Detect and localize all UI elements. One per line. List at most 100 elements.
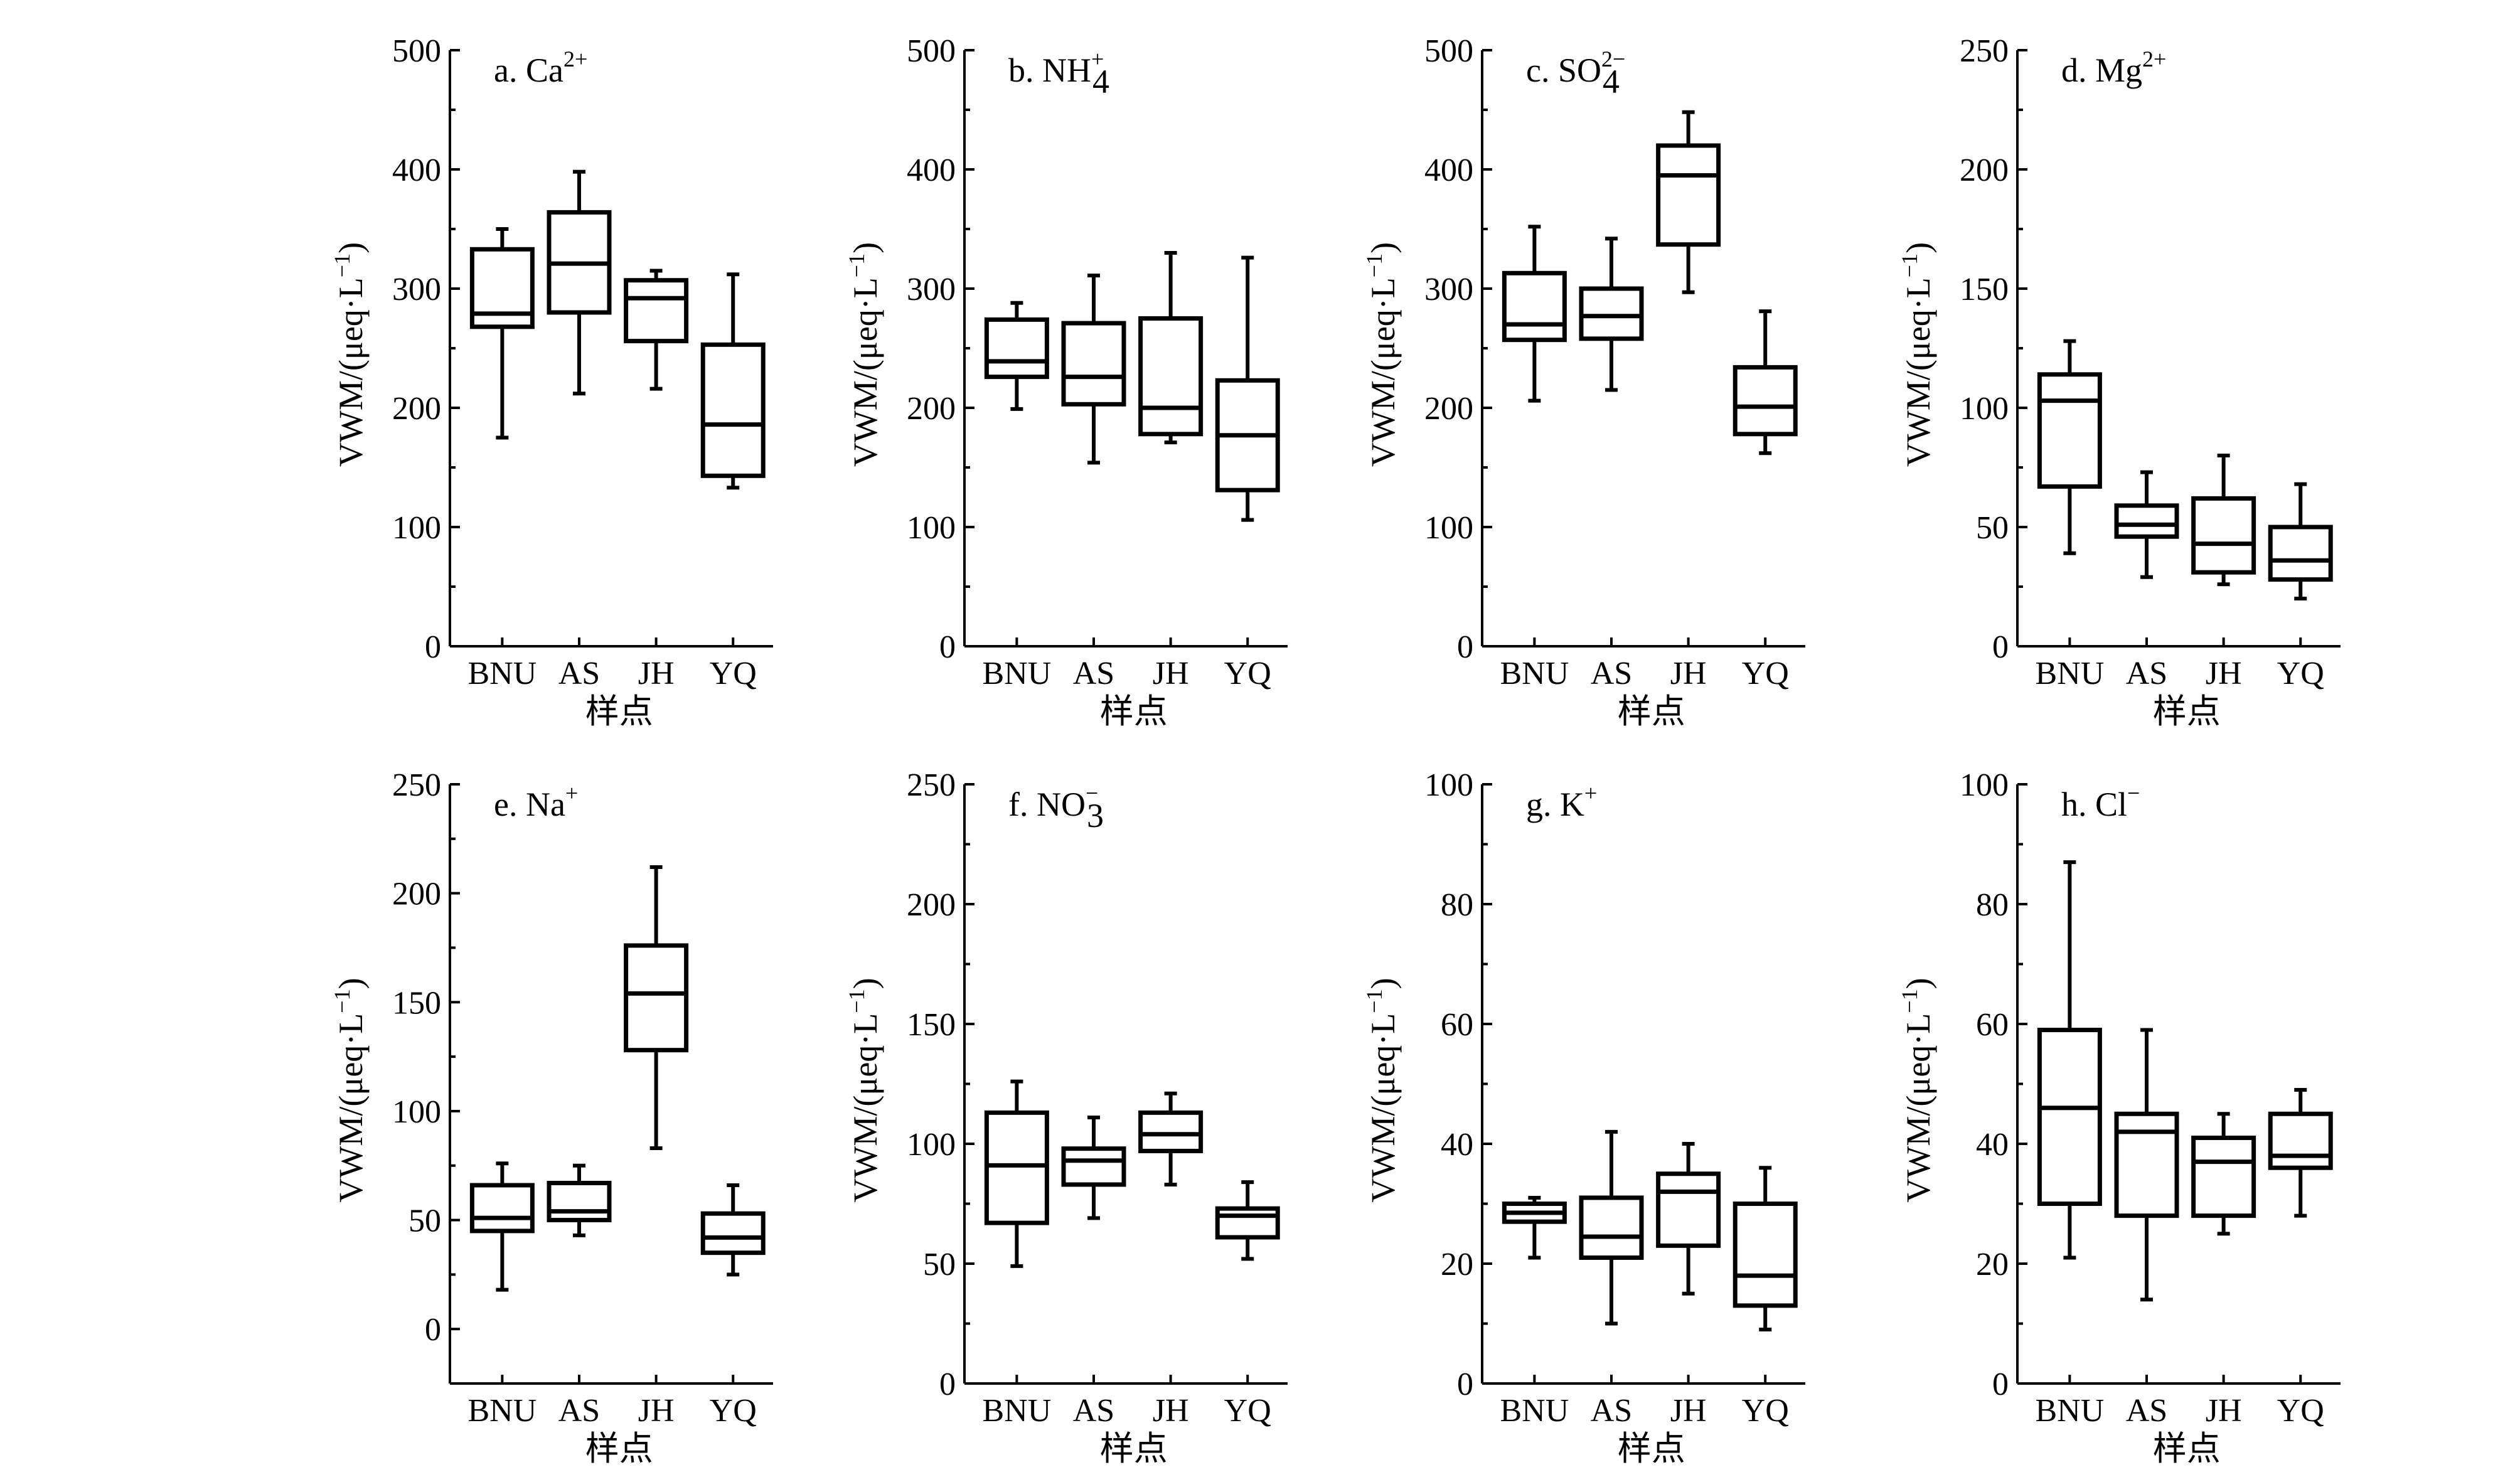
x-tick-label: YQ: [2277, 656, 2324, 691]
x-tick-label: BNU: [467, 656, 537, 691]
y-tick-label: 0: [425, 1312, 441, 1348]
y-tick-label: 0: [939, 629, 956, 665]
y-tick-label: 150: [392, 985, 441, 1021]
box-YQ: [700, 1183, 766, 1277]
y-tick-label: 300: [392, 272, 441, 307]
y-tick-label: 200: [392, 877, 441, 912]
y-tick-label: 50: [1976, 510, 2009, 546]
box-JH: [1138, 1091, 1204, 1186]
y-tick-label: 300: [907, 272, 956, 307]
x-tick-label: BNU: [2035, 1393, 2104, 1429]
iqr-box: [2037, 372, 2102, 489]
box-JH: [2191, 1112, 2256, 1236]
iqr-box: [984, 1110, 1049, 1225]
iqr-box: [1656, 143, 1721, 247]
x-tick-label: AS: [1591, 656, 1632, 691]
panel-title: b. NH+: [1008, 46, 1104, 89]
box-AS: [547, 1163, 612, 1237]
iqr-box: [1061, 1146, 1126, 1187]
x-tick-label: AS: [558, 1393, 600, 1429]
x-tick-label: JH: [1153, 1393, 1189, 1429]
y-tick-label: 80: [1976, 887, 2009, 923]
iqr-box: [2191, 496, 2256, 575]
x-axis-title: 样点: [2153, 691, 2221, 731]
y-tick-label: 100: [392, 510, 441, 546]
y-axis-title: VWM/(μeq·L−1): [329, 242, 370, 467]
y-axis-title: VWM/(μeq·L−1): [844, 978, 884, 1202]
y-tick-label: 50: [923, 1247, 956, 1282]
x-axis-title: 样点: [2153, 1429, 2221, 1468]
x-axis-title: 样点: [1100, 1429, 1168, 1468]
panel-title-subscript: 3: [1087, 797, 1104, 834]
x-tick-label: BNU: [2035, 656, 2104, 691]
y-tick-label: 60: [1441, 1007, 1473, 1043]
panel-d: 0 50 100 150 200 250 BNU AS JH YQ 样点 VWM/(μeq·L−1) d…: [1897, 33, 2341, 731]
y-axis-title: VWM/(μeq·L−1): [1897, 242, 1937, 467]
y-tick-label: 0: [939, 1367, 956, 1402]
box-JH: [624, 865, 689, 1150]
y-tick-label: 50: [408, 1203, 441, 1239]
x-tick-label: BNU: [1500, 656, 1569, 691]
box-AS: [547, 169, 612, 396]
y-axis-title: VWM/(μeq·L−1): [1897, 978, 1937, 1202]
box-YQ: [1732, 1166, 1798, 1332]
x-tick-label: BNU: [982, 656, 1051, 691]
y-tick-label: 0: [1992, 629, 2009, 665]
y-tick-label: 500: [1424, 33, 1473, 69]
box-AS: [1579, 1129, 1644, 1326]
iqr-box: [624, 943, 689, 1053]
y-tick-label: 100: [392, 1094, 441, 1130]
iqr-box: [2037, 1028, 2102, 1207]
y-tick-label: 0: [1992, 1367, 2009, 1402]
y-axis-title: VWM/(μeq·L−1): [329, 978, 370, 1202]
y-tick-label: 100: [1424, 510, 1473, 546]
x-tick-label: YQ: [1742, 1393, 1789, 1429]
y-tick-label: 100: [1424, 767, 1473, 803]
x-tick-label: AS: [1591, 1393, 1632, 1429]
panel-title-subscript: 4: [1092, 63, 1109, 100]
iqr-box: [469, 1183, 535, 1234]
box-YQ: [1215, 1180, 1280, 1261]
y-axis-title: VWM/(μeq·L−1): [844, 242, 884, 467]
y-tick-label: 20: [1976, 1247, 2009, 1282]
x-tick-label: JH: [1670, 656, 1707, 691]
y-tick-label: 60: [1976, 1007, 2009, 1043]
box-AS: [2114, 1028, 2179, 1302]
iqr-box: [2268, 525, 2333, 582]
y-tick-label: 500: [907, 33, 956, 69]
panel-h: 0 20 40 60 80 100 BNU AS JH YQ 样点 VWM/(μeq·L−1) h. C…: [1897, 767, 2341, 1468]
box-BNU: [984, 301, 1049, 411]
iqr-box: [984, 317, 1049, 380]
y-tick-label: 100: [907, 1127, 956, 1163]
y-tick-label: 150: [907, 1007, 956, 1043]
iqr-box: [1215, 1206, 1280, 1240]
x-tick-label: BNU: [467, 1393, 537, 1429]
box-JH: [1656, 110, 1721, 294]
x-tick-label: AS: [1073, 656, 1114, 691]
y-tick-label: 400: [907, 152, 956, 188]
box-YQ: [700, 272, 766, 490]
y-tick-label: 40: [1441, 1127, 1473, 1163]
iqr-box: [700, 1211, 766, 1255]
x-tick-label: YQ: [710, 656, 757, 691]
box-BNU: [469, 227, 535, 440]
iqr-box: [1138, 1110, 1204, 1153]
x-axis-title: 样点: [585, 691, 653, 731]
box-YQ: [2268, 1088, 2333, 1218]
panel-title: f. NO−: [1008, 781, 1098, 823]
iqr-box: [1579, 286, 1644, 341]
box-YQ: [2268, 482, 2333, 600]
y-tick-label: 0: [1457, 1367, 1473, 1402]
panel-a: 0 100 200 300 400 500 BNU AS JH YQ 样点 VWM/(μeq·L−1)…: [329, 33, 773, 731]
x-tick-label: JH: [1670, 1393, 1707, 1429]
iqr-box: [1732, 1202, 1798, 1308]
x-axis-title: 样点: [585, 1429, 653, 1468]
x-tick-label: YQ: [710, 1393, 757, 1429]
y-tick-label: 100: [1960, 391, 2009, 427]
x-axis-title: 样点: [1618, 1429, 1685, 1468]
panel-c: 0 100 200 300 400 500 BNU AS JH YQ 样点 VWM/(μeq·L−1)…: [1362, 33, 1805, 731]
iqr-box: [1502, 270, 1567, 343]
y-tick-label: 40: [1976, 1127, 2009, 1163]
x-tick-label: JH: [1153, 656, 1189, 691]
